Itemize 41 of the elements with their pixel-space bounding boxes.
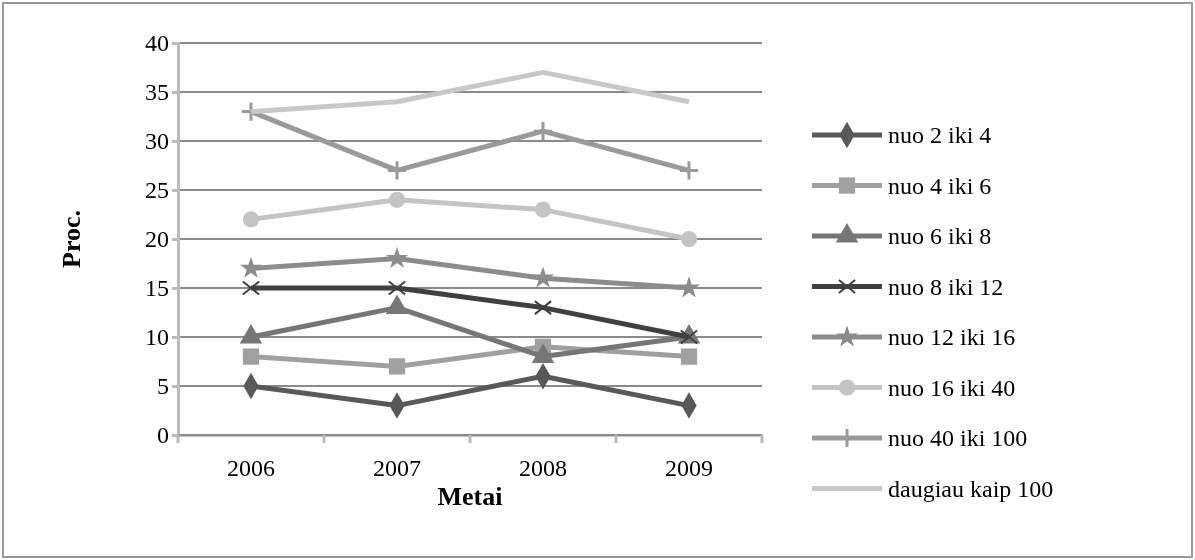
y-tick-label: 40 [145, 30, 169, 57]
legend-label: nuo 16 iki 40 [888, 374, 1016, 401]
legend-label: nuo 4 iki 6 [888, 172, 992, 199]
legend-label: daugiau kaip 100 [888, 475, 1054, 502]
y-tick-label: 35 [145, 79, 169, 106]
x-tick-label: 2009 [665, 455, 713, 482]
point [533, 300, 553, 316]
y-tick-label: 30 [145, 128, 169, 155]
x-tick-label: 2008 [519, 455, 567, 482]
x-tick-label: 2007 [373, 455, 421, 482]
y-tick-label: 25 [145, 177, 169, 204]
legend-label: nuo 2 iki 4 [888, 122, 992, 148]
legend-label: nuo 8 iki 12 [888, 273, 1004, 300]
point [533, 122, 553, 141]
point [534, 201, 552, 218]
x-axis-title: Metai [437, 482, 503, 511]
point [531, 266, 555, 288]
x-tick-label: 2006 [227, 455, 275, 482]
y-tick-label: 0 [157, 422, 169, 449]
point [679, 329, 699, 345]
point [241, 280, 261, 296]
y-axis-title: Proc. [57, 210, 86, 268]
point [242, 348, 260, 365]
point [679, 161, 699, 180]
point [239, 256, 263, 278]
legend-label: nuo 40 iki 100 [888, 425, 1028, 451]
point [242, 211, 260, 228]
legend-label: nuo 6 iki 8 [888, 223, 992, 249]
point [677, 276, 701, 298]
y-tick-label: 20 [145, 226, 169, 253]
point [680, 348, 698, 365]
point [385, 246, 409, 269]
point [387, 280, 407, 296]
point [388, 358, 406, 375]
legend-label: nuo 12 iki 16 [888, 324, 1016, 350]
point [387, 161, 407, 180]
y-tick-label: 15 [145, 275, 169, 302]
point [680, 230, 698, 248]
point [388, 191, 406, 208]
y-tick-label: 5 [157, 373, 169, 400]
y-tick-label: 10 [145, 324, 169, 351]
